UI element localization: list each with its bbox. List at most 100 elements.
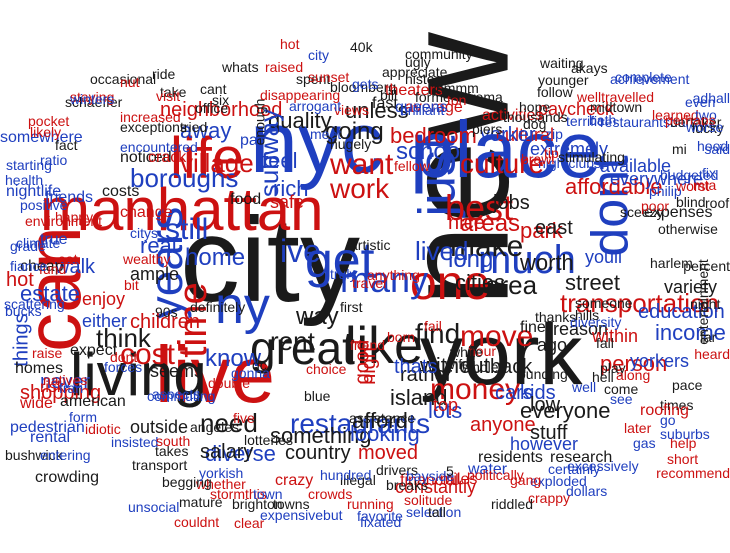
cloud-word: even (685, 94, 716, 110)
cloud-word: starting (6, 157, 52, 173)
cloud-word: make (450, 230, 524, 263)
cloud-word: lots (428, 398, 463, 423)
cloud-word: wealthy (123, 251, 171, 267)
cloud-word: however (510, 434, 579, 454)
cloud-word: younger (538, 72, 589, 88)
cloud-word: someone (575, 295, 633, 311)
cloud-word: breaks (386, 477, 429, 493)
cloud-word: drivers (376, 462, 419, 478)
cloud-word: first (340, 299, 363, 315)
cloud-word: available (600, 156, 672, 176)
cloud-word: form (69, 409, 97, 425)
cloud-word: along (616, 367, 651, 383)
cloud-word: piers (472, 121, 503, 137)
cloud-word: thanks (535, 309, 577, 325)
cloud-word: crowds (308, 486, 353, 502)
cloud-word: constantly (395, 477, 477, 497)
cloud-word: long (448, 246, 494, 273)
cloud-word: seems (150, 361, 204, 381)
cloud-word: bit (124, 277, 139, 293)
cloud-word: living (70, 341, 207, 408)
cloud-word: cultural (496, 125, 555, 145)
cloud-word: looking (350, 421, 420, 446)
cloud-word: still (165, 213, 209, 246)
cloud-word: jobs (493, 192, 530, 214)
cloud-word: night (690, 296, 721, 312)
cloud-word: activities (482, 107, 544, 124)
cloud-word: worth (520, 250, 574, 275)
cloud-word: pace (672, 377, 703, 393)
cloud-word: encountered (120, 139, 198, 155)
cloud-word: excessively (567, 458, 639, 474)
cloud-word: hmmm (436, 80, 479, 96)
cloud-word: angeles (190, 419, 240, 435)
cloud-word: city (180, 193, 360, 327)
cloud-word: way (296, 303, 339, 330)
cloud-word: definitely (190, 299, 246, 315)
cloud-word: learned (652, 107, 699, 123)
cloud-word: lotteries (244, 432, 294, 448)
cloud-word: gonna (231, 365, 270, 381)
cloud-word: begging (162, 474, 212, 490)
cloud-word: choice (306, 361, 347, 377)
cloud-word: pocket (28, 113, 70, 129)
cloud-word: tip (544, 145, 559, 161)
cloud-word: community (405, 46, 473, 62)
cloud-word: back (490, 356, 533, 378)
cloud-word: expenses (644, 204, 713, 221)
cloud-word: nut (120, 74, 140, 90)
cloud-word: lived (415, 236, 469, 266)
cloud-word: schaeffer (65, 94, 123, 110)
cloud-word: change (120, 204, 173, 221)
cloud-word: worse (686, 119, 724, 135)
cloud-word: visit (156, 88, 181, 104)
cloud-word: away (180, 118, 232, 143)
cloud-word: tall (428, 504, 446, 520)
cloud-word: unsocial (128, 499, 180, 515)
cloud-word: perhaps (665, 112, 716, 128)
cloud-word: whole (462, 359, 499, 375)
cloud-word: thats (394, 356, 438, 378)
cloud-word: budgeted (660, 167, 719, 183)
cloud-word: without (420, 353, 490, 378)
cloud-word: park (520, 218, 563, 243)
cloud-word: extremely (530, 139, 609, 159)
cloud-word: commuting (147, 388, 216, 404)
cloud-word: area (485, 270, 538, 300)
cloud-word: think (96, 323, 151, 353)
cloud-word: exceptions (120, 119, 187, 135)
cloud-word: meet (310, 126, 342, 142)
cloud-word: zip (545, 126, 563, 142)
cloud-word: ago (537, 335, 568, 355)
cloud-word: income (655, 320, 726, 345)
cloud-word: truly (330, 266, 357, 282)
cloud-word: bushwick (5, 447, 63, 463)
cloud-word: true (40, 231, 68, 248)
cloud-word: expensivebut (260, 507, 343, 523)
cloud-word: assistance (349, 410, 416, 426)
cloud-word: entering (40, 447, 91, 463)
cloud-word: much (478, 238, 576, 282)
cloud-word: fast (372, 95, 398, 112)
cloud-word: home (185, 244, 246, 271)
cloud-word: east (535, 217, 573, 239)
cloud-word: cheap (20, 258, 64, 275)
cloud-word: cant (200, 81, 227, 97)
cloud-word: village (180, 148, 254, 178)
cloud-word: hills (575, 307, 600, 323)
cloud-word: cars (495, 382, 533, 404)
cloud-word: towns (273, 496, 310, 512)
cloud-word: bucks (5, 303, 42, 319)
cloud-word: country (285, 442, 351, 464)
cloud-word: restaurants (290, 408, 431, 439)
cloud-word: anyone (470, 414, 536, 436)
cloud-word: hot (6, 269, 34, 291)
cloud-word: whats (222, 59, 259, 75)
cloud-word: tried (180, 119, 208, 135)
cloud-word: york (420, 307, 583, 403)
cloud-word: suburbs (660, 426, 710, 442)
cloud-word: views (334, 102, 370, 118)
cloud-word: spent (296, 71, 331, 87)
cloud-word: restaurantsbars (600, 114, 698, 130)
cloud-word: positive (20, 197, 68, 213)
